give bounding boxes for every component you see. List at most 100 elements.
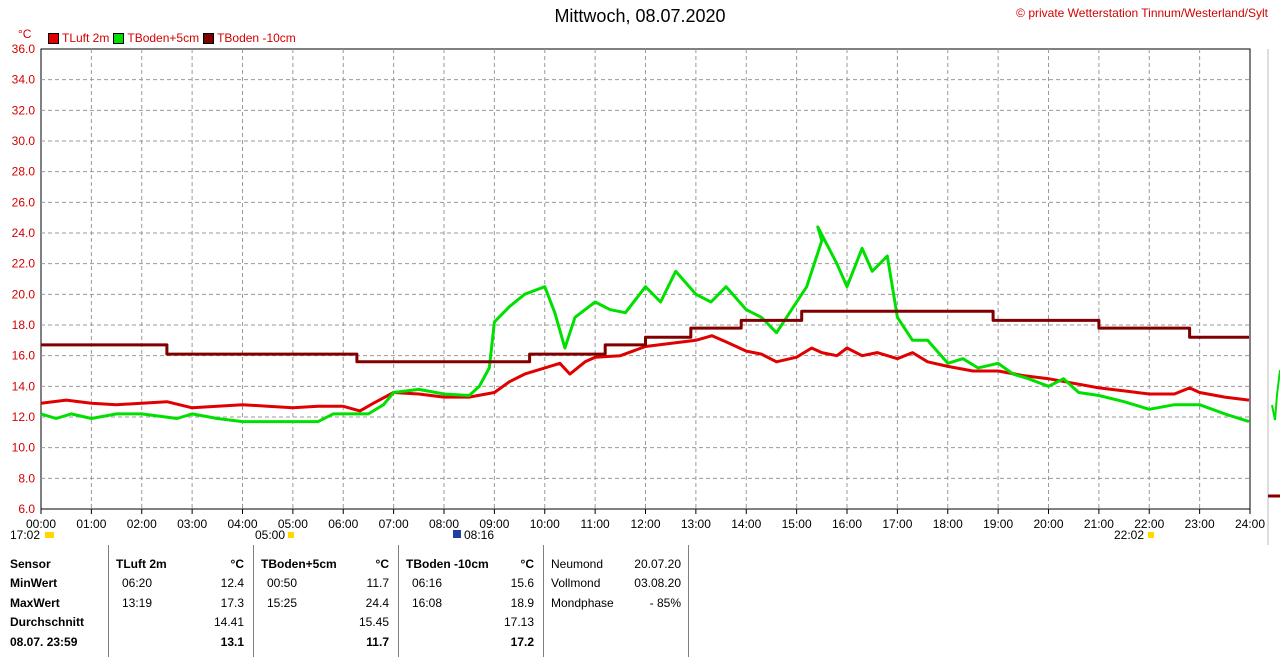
y-tick-label: 36.0: [12, 42, 36, 56]
tboden5-min-value: 11.7: [366, 576, 389, 590]
stats-moon-column: Neumond 20.07.20 Vollmond 03.08.20 Mondp…: [551, 545, 683, 657]
y-tick-label: 12.0: [12, 410, 36, 424]
marker-sun-icon: [453, 530, 461, 538]
tboden5-avg-value: 15.45: [358, 615, 389, 629]
series-line-0: [40, 334, 1250, 413]
y-tick-label: 14.0: [12, 379, 36, 393]
tboden10-max-time: 16:08: [412, 596, 443, 610]
legend-item-tboden10: TBoden -10cm: [203, 31, 296, 45]
x-tick-label: 15:00: [782, 517, 812, 531]
tboden10-current-value: 17.2: [510, 635, 534, 649]
legend-swatch-tboden10: [203, 32, 215, 44]
legend-item-tboden5: TBoden+5cm: [113, 31, 199, 45]
x-tick-label: 08:00: [429, 517, 459, 531]
legend-label-tboden10: TBoden -10cm: [217, 31, 296, 45]
tboden10-min-value: 15.6: [510, 576, 534, 590]
stats-header-tboden5: TBoden+5cm: [261, 557, 337, 571]
legend-swatch-tluft: [48, 32, 59, 44]
tboden10-max-value: 18.9: [510, 596, 534, 610]
series-line-1: [40, 225, 1250, 424]
moon-phase-label: Mondphase: [551, 596, 614, 610]
stats-header-sensor: Sensor: [10, 557, 51, 571]
x-tick-label: 02:00: [127, 517, 157, 531]
y-tick-label: 26.0: [12, 195, 36, 209]
moon-phase-value: - 85%: [649, 596, 681, 610]
stats-row-current: 08.07. 23:59: [10, 635, 78, 649]
tboden5-max-time: 15:25: [267, 596, 298, 610]
x-tick-label: 01:00: [76, 517, 106, 531]
x-tick-label: 06:00: [328, 517, 358, 531]
y-tick-label: 34.0: [12, 73, 36, 87]
x-tick-label: 04:00: [227, 517, 257, 531]
moon-full-label: Vollmond: [551, 576, 601, 590]
stats-row-avg: Durchschnitt: [10, 615, 85, 629]
x-tick-label: 14:00: [731, 517, 761, 531]
x-tick-label: 21:00: [1084, 517, 1114, 531]
marker-evening-time: 22:02: [1114, 528, 1145, 542]
stats-unit-tluft: °C: [230, 557, 244, 571]
y-tick-label: 24.0: [12, 226, 36, 240]
marker-left-sun: [45, 532, 54, 538]
y-tick-label: 30.0: [12, 134, 36, 148]
y-tick-label: 22.0: [12, 257, 36, 271]
stats-unit-tboden10: °C: [520, 557, 534, 571]
x-tick-label: 03:00: [177, 517, 207, 531]
legend-swatch-tboden5: [113, 32, 125, 44]
legend-label-tluft: TLuft 2m: [62, 31, 110, 45]
moon-full-date: 03.08.20: [634, 576, 681, 590]
chart-title: Mittwoch, 08.07.2020: [554, 6, 726, 26]
stats-row-min: MinWert: [10, 576, 58, 590]
x-tick-label: 10:00: [530, 517, 560, 531]
x-tick-label: 05:00: [278, 517, 308, 531]
marker-morning-sun: [288, 532, 294, 538]
stats-tboden5-column: TBoden+5cm °C 00:50 11.7 15:25 24.4 15.4…: [261, 545, 391, 657]
x-tick-label: 20:00: [1033, 517, 1063, 531]
tluft-min-time: 06:20: [122, 576, 153, 590]
tboden5-current-value: 11.7: [366, 635, 389, 649]
moon-new-date: 20.07.20: [634, 557, 681, 571]
series-line-2: [41, 309, 1249, 364]
y-tick-label: 20.0: [12, 287, 36, 301]
x-tick-label: 12:00: [630, 517, 660, 531]
x-tick-label: 19:00: [983, 517, 1013, 531]
y-tick-label: 10.0: [12, 441, 36, 455]
stats-header-tluft: TLuft 2m: [116, 557, 167, 571]
stats-tboden10-column: TBoden -10cm °C 06:16 15.6 16:08 18.9 17…: [406, 545, 536, 657]
marker-morning-time: 05:00: [255, 528, 286, 542]
stats-separator: [398, 545, 399, 657]
legend: TLuft 2m TBoden+5cm TBoden -10cm: [48, 31, 300, 45]
y-tick-label: 32.0: [12, 103, 36, 117]
stats-separator: [688, 545, 689, 657]
tboden5-max-value: 24.4: [365, 596, 389, 610]
tboden10-min-time: 06:16: [412, 576, 443, 590]
tluft-min-value: 12.4: [220, 576, 244, 590]
chart-svg: 6.0 8.0 10.0 12.0 14.0 16.0 18.0 20.0 22.0 24.0 26…: [12, 42, 1280, 545]
stats-sensor-column: Sensor MinWert MaxWert Durchschnitt 08.0…: [10, 545, 106, 657]
stats-separator: [253, 545, 254, 657]
stats-tluft-column: TLuft 2m °C 06:20 12.4 13:19 17.3 14.41 …: [116, 545, 246, 657]
marker-evening-sun: [1148, 532, 1154, 538]
marker-left-time: 17:02: [10, 528, 41, 542]
legend-item-tluft: TLuft 2m: [48, 31, 109, 45]
tboden10-avg-value: 17.13: [503, 615, 534, 629]
x-tick-label: 07:00: [379, 517, 409, 531]
stats-separator: [108, 545, 109, 657]
stats-unit-tboden5: °C: [375, 557, 389, 571]
plot-area: [40, 48, 1251, 510]
stats-header-tboden10: TBoden -10cm: [406, 557, 489, 571]
tluft-max-time: 13:19: [122, 596, 153, 610]
x-tick-label: 22:00: [1134, 517, 1164, 531]
tluft-avg-value: 14.41: [213, 615, 244, 629]
stats-table: Sensor MinWert MaxWert Durchschnitt 08.0…: [0, 545, 690, 657]
x-tick-label: 09:00: [479, 517, 509, 531]
secondary-series-fragment: [1271, 369, 1280, 421]
y-tick-label: 28.0: [12, 165, 36, 179]
x-tick-label: 00:00: [26, 517, 56, 531]
legend-label-tboden5: TBoden+5cm: [127, 31, 200, 45]
marker-sun-time: 08:16: [464, 528, 495, 542]
stats-separator: [543, 545, 544, 657]
x-tick-label: 13:00: [681, 517, 711, 531]
x-tick-label: 18:00: [933, 517, 963, 531]
x-tick-label: 24:00: [1235, 517, 1265, 531]
y-tick-label: 18.0: [12, 318, 36, 332]
